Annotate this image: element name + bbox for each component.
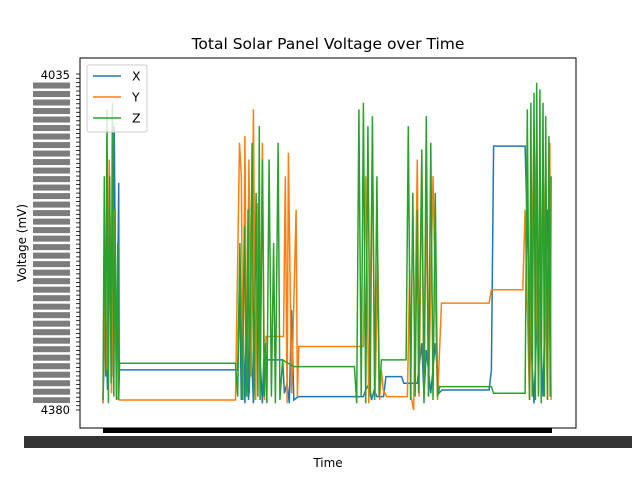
y-tick-label-overlap xyxy=(33,193,70,200)
y-tick-label-bg xyxy=(32,403,72,416)
y-tick-label-overlap xyxy=(33,286,70,293)
series-line-z xyxy=(102,82,552,404)
y-tick-label-bottom: 4380 xyxy=(41,403,70,417)
y-tick-label-overlap xyxy=(33,218,70,225)
y-tick-label-overlap xyxy=(33,388,70,395)
x-tick-labels-overlap xyxy=(24,436,632,448)
y-tick-label-top: 4035 xyxy=(41,68,70,82)
y-tick-label-overlap xyxy=(33,303,70,310)
y-tick-label-overlap xyxy=(33,252,70,259)
y-tick-label-overlap xyxy=(33,354,70,361)
y-tick-label-overlap xyxy=(33,125,70,132)
series-layer xyxy=(102,82,552,411)
y-tick-label-overlap xyxy=(33,91,70,98)
y-tick-label-overlap xyxy=(33,201,70,208)
y-tick-label-overlap xyxy=(33,371,70,378)
series-line-y xyxy=(102,109,552,411)
y-tick-label-overlap xyxy=(33,278,70,285)
y-tick-label-overlap xyxy=(33,363,70,370)
y-tick-label-overlap xyxy=(33,329,70,336)
y-tick-label-overlap xyxy=(33,261,70,268)
y-tick-label-overlap xyxy=(33,142,70,149)
y-tick-label-overlap xyxy=(33,380,70,387)
y-tick-label-overlap xyxy=(33,227,70,234)
x-tick-marks-band xyxy=(103,428,552,433)
y-tick-label-overlap xyxy=(33,320,70,327)
plot-area xyxy=(80,58,576,428)
y-tick-label-overlap xyxy=(33,244,70,251)
y-tick-label-overlap xyxy=(33,235,70,242)
y-tick-label-overlap xyxy=(33,295,70,302)
legend-label-x: X xyxy=(132,69,141,84)
y-tick-label-overlap xyxy=(33,397,70,404)
y-tick-label-overlap xyxy=(33,346,70,353)
plot-frame xyxy=(79,57,577,429)
legend-label-z: Z xyxy=(132,111,141,126)
y-tick-label-overlap xyxy=(33,108,70,115)
y-tick-label-overlap xyxy=(33,167,70,174)
y-tick-label-overlap xyxy=(33,82,70,89)
y-tick-label-overlap xyxy=(33,116,70,123)
y-tick-label-overlap xyxy=(33,99,70,106)
y-tick-label-overlap xyxy=(33,176,70,183)
x-axis-label: Time xyxy=(312,456,342,470)
y-tick-label-overlap xyxy=(33,184,70,191)
y-tick-layer: 4035 4380 xyxy=(32,68,80,417)
y-tick-label-overlap xyxy=(33,312,70,319)
y-tick-label-overlap xyxy=(33,337,70,344)
y-tick-label-overlap xyxy=(33,269,70,276)
y-axis-label: Voltage (mV) xyxy=(15,204,29,282)
y-tick-label-bg xyxy=(32,68,72,81)
y-tick-label-overlap xyxy=(33,133,70,140)
legend-box xyxy=(86,64,148,133)
y-tick-label-overlap xyxy=(33,150,70,157)
legend-label-y: Y xyxy=(131,90,140,105)
chart-title: Total Solar Panel Voltage over Time xyxy=(191,35,465,53)
y-tick-label-overlap xyxy=(33,210,70,217)
x-tick-layer xyxy=(24,428,632,448)
y-tick-label-overlap xyxy=(33,159,70,166)
legend: XYZ xyxy=(86,64,148,133)
